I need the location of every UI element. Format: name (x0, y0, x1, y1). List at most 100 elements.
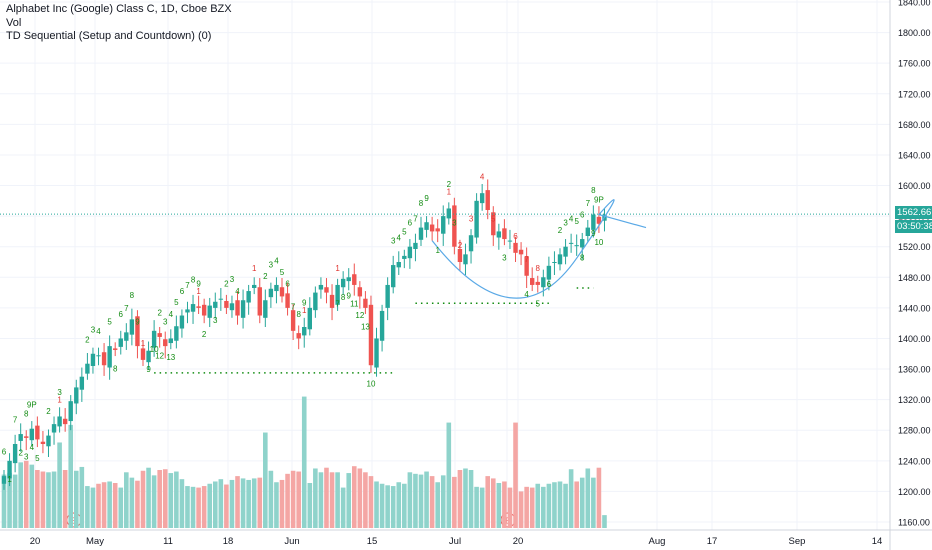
volume-bar (529, 487, 535, 528)
candle-body (413, 242, 418, 249)
candle-body (201, 304, 207, 316)
candle-body (185, 309, 190, 313)
volume-bar (96, 483, 101, 528)
x-tick-label: 20 (513, 536, 524, 547)
volume-bar (240, 478, 246, 528)
volume-bar (418, 474, 424, 528)
volume-bar (268, 470, 274, 528)
volume-bar (85, 486, 90, 528)
td-setup-count: 8 (419, 199, 424, 208)
td-countdown-count: 8 (580, 253, 585, 262)
td-countdown-count: 11 (350, 299, 359, 308)
candle-body (435, 228, 440, 232)
volume-bar (390, 486, 396, 528)
td-setup-count: 3 (452, 218, 457, 227)
td-setup-count: 7 (185, 281, 190, 290)
volume-bar (40, 471, 46, 528)
volume-bar (552, 482, 557, 528)
td-setup-count: 6 (285, 279, 290, 288)
x-tick-label: Jul (449, 536, 461, 547)
td-setup-count: 2 (263, 272, 268, 281)
candle-body (568, 242, 574, 244)
td-setup-count: 3 (91, 325, 96, 334)
volume-bar (229, 479, 235, 528)
td-countdown-count: 13 (166, 353, 175, 362)
candle-body (591, 214, 596, 230)
volume-bar (174, 471, 179, 528)
td-setup-count: 6 (408, 218, 413, 227)
td-countdown-count: 12 (155, 351, 164, 360)
td-countdown-count: 12 (355, 311, 364, 320)
y-tick-label: 1800.00 (898, 28, 931, 38)
candle-body (457, 249, 463, 262)
volume-bar (51, 471, 57, 528)
volume-bar (591, 477, 596, 528)
candle-body (368, 304, 374, 366)
td-setup-count: 4 (96, 327, 101, 336)
candle-body (518, 249, 524, 255)
td-down-count: 1 (57, 396, 62, 405)
cup-pattern-curve (431, 199, 647, 299)
candle-body (168, 338, 173, 344)
td-setup-count: 4 (169, 310, 174, 319)
candle-body (174, 326, 179, 341)
td-setup-count: 3 (163, 318, 168, 327)
candle-body (474, 200, 479, 238)
volume-bar (212, 481, 218, 528)
candle-body (263, 300, 268, 318)
volume-bar (46, 472, 51, 528)
volume-bar (374, 481, 379, 528)
volume-bar (101, 482, 107, 528)
td-down-count: 1 (196, 287, 201, 296)
candle-body (46, 435, 51, 447)
candle-body (535, 281, 540, 285)
candle-body (391, 265, 396, 288)
volume-bar (29, 464, 35, 528)
td-setup-count: 6 (119, 310, 124, 319)
volume-bar (541, 486, 546, 528)
td-setup-count: 5 (174, 298, 179, 307)
volume-bar (185, 486, 190, 528)
volume-bar (446, 422, 452, 528)
td-down-count: 1 (252, 264, 257, 273)
volume-bar (263, 432, 268, 528)
candle-body (207, 305, 212, 318)
td-setup-count: 2 (447, 180, 452, 189)
td-down-count: 6 (513, 232, 518, 241)
candle-body (62, 418, 68, 425)
candle-body (541, 277, 546, 288)
td-setup-count: 3 (57, 388, 62, 397)
volume-bar (535, 483, 541, 528)
td-setup-count: 6 (2, 448, 7, 457)
candle-body (274, 284, 279, 292)
candle-body (402, 255, 407, 259)
volume-bar (424, 471, 429, 528)
volume-bar (1, 474, 7, 528)
volume-bar (574, 481, 579, 528)
y-tick-label: 1480.00 (898, 273, 931, 283)
td-countdown-count: 8 (341, 293, 346, 302)
td-setup-count: 2 (224, 279, 229, 288)
candle-body (18, 434, 23, 441)
candle-body (90, 353, 96, 366)
volume-bar (162, 469, 168, 528)
y-tick-label: 1520.00 (898, 242, 931, 252)
candle-body (329, 294, 335, 308)
candle-body (374, 338, 379, 368)
volume-bar (557, 481, 563, 528)
td-setup-count: 7 (586, 199, 591, 208)
candle-body (7, 460, 12, 479)
volume-bar (157, 470, 162, 528)
volume-bar (468, 470, 474, 528)
td-down-count: 2 (458, 241, 463, 250)
candle-body (302, 327, 307, 336)
volume-bar (257, 477, 263, 528)
candle-body (446, 208, 451, 219)
volume-bar (568, 469, 574, 528)
td-countdown-count: 2 (18, 448, 23, 457)
volume-bar (190, 486, 196, 528)
x-tick-label: Sep (789, 536, 806, 547)
y-tick-label: 1360.00 (898, 365, 931, 375)
td-setup-count: 4 (397, 234, 402, 243)
